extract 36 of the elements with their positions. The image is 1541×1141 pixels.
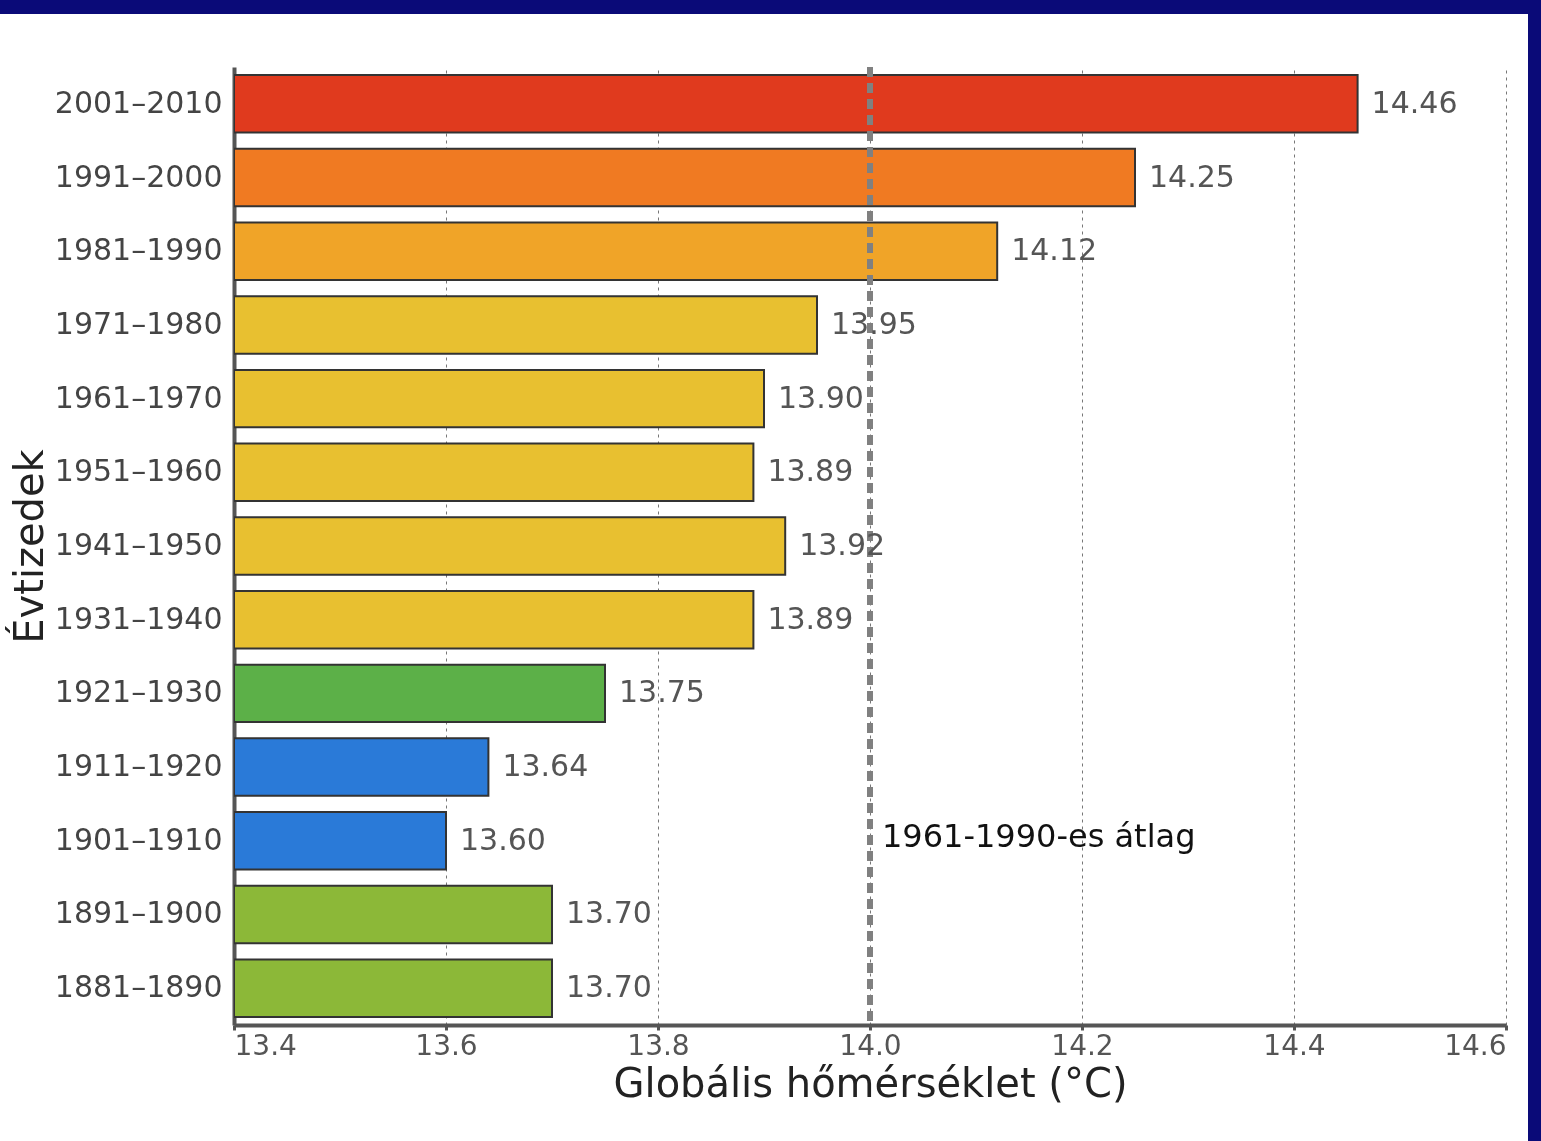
y-tick-label: 1981–1990 [54,232,223,268]
data-label: 13.70 [566,895,652,931]
x-tick-label: 14.0 [839,1028,902,1062]
x-tick-label: 14.2 [1051,1028,1114,1062]
y-tick-label: 1921–1930 [54,674,223,710]
y-tick-label: 1941–1950 [54,527,223,562]
y-tick-label: 2001–2010 [54,84,223,120]
data-label: 13.89 [767,600,854,636]
x-tick-label: 13.6 [415,1028,478,1062]
y-tick-label: 1891–1900 [54,895,223,931]
data-label: 13.60 [460,821,546,857]
data-label: 13.64 [502,748,589,784]
data-label: 13.75 [619,674,705,710]
y-tick-label: 1991–2000 [54,158,223,194]
y-tick-label: 1881–1890 [54,969,223,1005]
data-label: 13.92 [799,527,886,562]
data-label: 13.90 [778,379,864,415]
x-tick-label: 14.6 [1444,1028,1507,1062]
y-tick-label: 1931–1940 [54,600,223,636]
y-axis-title: Évtizedek [4,448,52,644]
y-tick-label: 1911–1920 [54,748,223,784]
x-axis-title: Globális hőmérséklet (°C) [613,1059,1128,1106]
y-tick-label: 1901–1910 [54,821,223,857]
data-label: 14.25 [1149,158,1235,194]
data-label: 14.12 [1011,232,1098,268]
x-tick-label: 14.4 [1263,1028,1326,1062]
y-tick-label: 1961–1970 [54,379,223,415]
ref-line-label: 1961-1990-es átlag [882,817,1196,855]
y-tick-label: 1971–1980 [54,305,223,341]
data-label: 13.70 [566,969,652,1005]
y-tick-label: 1951–1960 [54,453,223,489]
data-label: 13.89 [767,453,854,489]
data-label: 14.46 [1371,84,1458,120]
x-tick-label: 13.8 [627,1028,690,1062]
x-tick-label: 13.4 [234,1028,297,1062]
data-label: 13.95 [831,305,917,341]
